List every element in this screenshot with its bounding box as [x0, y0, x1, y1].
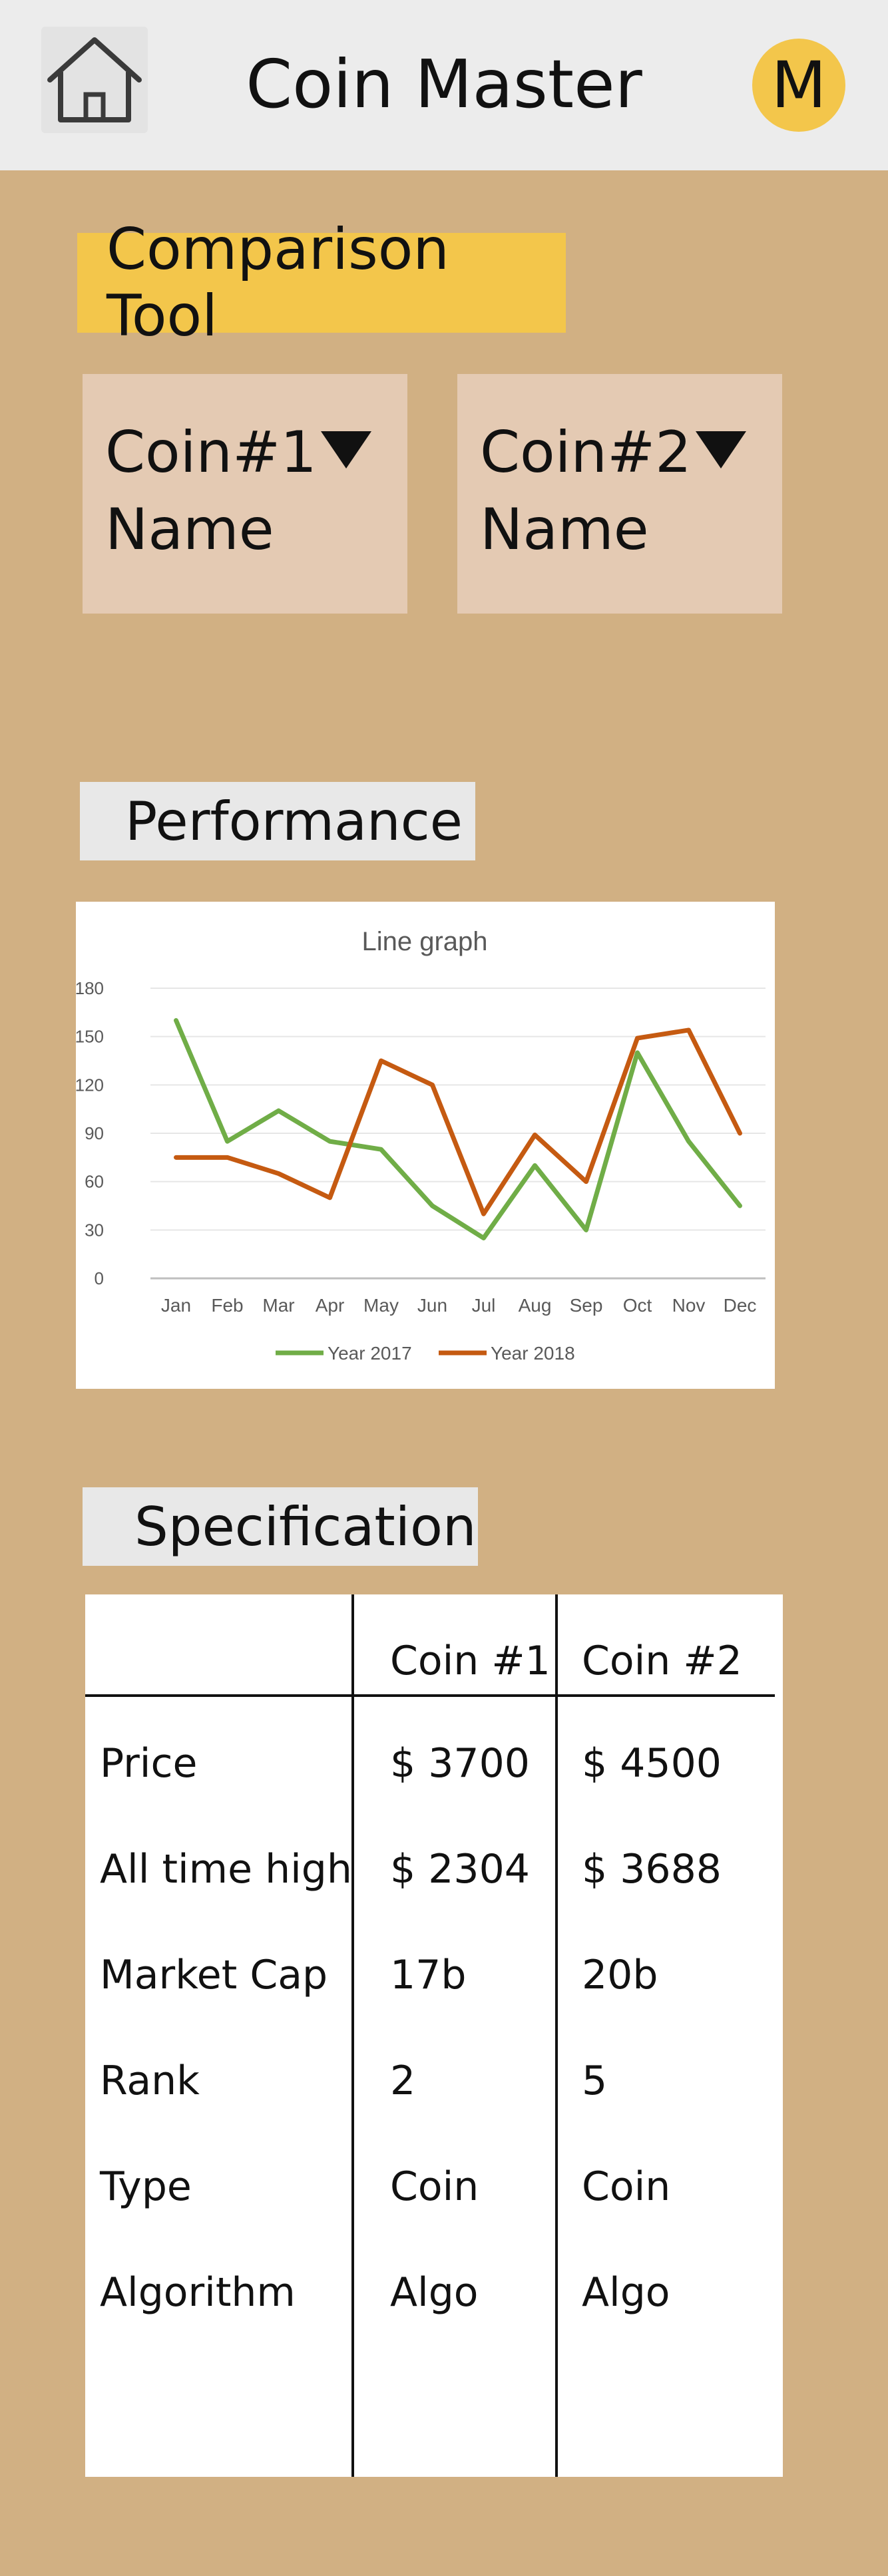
chevron-down-icon [321, 431, 371, 468]
legend-item: Year 2017 [276, 1343, 412, 1364]
table-row-label: Type [100, 2163, 192, 2210]
table-row-label: All time high [100, 1846, 352, 1893]
coin1-select-label-line1: Coin#1 [105, 419, 317, 486]
table-row-coin2: Coin [582, 2163, 671, 2210]
table-row-coin1: $ 3700 [390, 1740, 530, 1787]
user-avatar[interactable]: M [752, 39, 845, 132]
x-tick-label: Mar [262, 1295, 294, 1316]
table-row-label: Rank [100, 2058, 200, 2104]
table-row-coin2: $ 4500 [582, 1740, 722, 1787]
specification-label: Specification [83, 1487, 478, 1566]
coin2-select[interactable]: Coin#2 Name [457, 374, 782, 614]
coin1-select-label-line2: Name [105, 496, 274, 563]
x-tick-label: Jul [472, 1295, 496, 1316]
series-line-1 [174, 1027, 742, 1216]
coin2-select-label-line2: Name [480, 496, 649, 563]
app-header: Coin Master M [0, 0, 888, 170]
chevron-down-icon [696, 431, 746, 468]
home-button[interactable] [41, 27, 148, 133]
specification-table: Coin #1 Coin #2 Price $ 3700 $ 4500 All tim… [85, 1594, 783, 2477]
series-line-0 [174, 1017, 742, 1240]
house-icon [47, 37, 142, 122]
legend-label: Year 2018 [491, 1343, 575, 1364]
y-tick-label: 180 [76, 978, 104, 998]
x-tick-label: Feb [211, 1295, 243, 1316]
y-tick-label: 120 [76, 1075, 104, 1095]
chart-title: Line graph [361, 927, 487, 956]
x-tick-label: Dec [724, 1295, 757, 1316]
table-row-coin2: $ 3688 [582, 1846, 722, 1893]
x-tick-label: Sep [570, 1295, 603, 1316]
table-divider [351, 1594, 354, 2477]
table-row-coin2: Algo [582, 2269, 670, 2316]
x-tick-label: Nov [672, 1295, 706, 1316]
y-tick-label: 90 [85, 1123, 104, 1143]
table-header-coin2: Coin #2 [582, 1638, 742, 1684]
line-chart: Line graph 0 30 60 90 120 150 180 Jan Feb Mar Apr… [76, 927, 766, 1364]
y-tick-label: 150 [76, 1027, 104, 1047]
y-tick-label: 0 [95, 1268, 104, 1288]
x-tick-label: Apr [316, 1295, 345, 1316]
legend-label: Year 2017 [328, 1343, 412, 1364]
table-row-coin1: 17b [390, 1952, 467, 1998]
x-tick-label: Oct [623, 1295, 652, 1316]
table-row-label: Price [100, 1740, 198, 1787]
x-tick-label: Aug [519, 1295, 552, 1316]
coin2-select-label-line1: Coin#2 [480, 419, 692, 486]
table-row-coin2: 20b [582, 1952, 658, 1998]
table-header-coin1: Coin #1 [390, 1638, 551, 1684]
table-divider [555, 1594, 558, 2477]
legend-item: Year 2018 [439, 1343, 575, 1364]
table-row-coin1: 2 [390, 2058, 416, 2104]
app-title: Coin Master [246, 45, 642, 123]
y-tick-label: 30 [85, 1220, 104, 1240]
coin1-select[interactable]: Coin#1 Name [83, 374, 407, 614]
table-row-label: Algorithm [100, 2269, 296, 2316]
performance-chart: Line graph 0 30 60 90 120 150 180 Jan Feb Mar Apr… [76, 902, 775, 1389]
table-row-coin1: Coin [390, 2163, 479, 2210]
table-row-coin1: Algo [390, 2269, 479, 2316]
table-row-coin2: 5 [582, 2058, 608, 2104]
x-tick-label: May [363, 1295, 399, 1316]
performance-label: Performance [80, 782, 475, 860]
table-row-label: Market Cap [100, 1952, 328, 1998]
y-tick-label: 60 [85, 1172, 104, 1192]
comparison-tool-label: Comparison Tool [77, 216, 566, 349]
x-tick-label: Jun [417, 1295, 447, 1316]
table-row-coin1: $ 2304 [390, 1846, 530, 1893]
x-tick-label: Jan [161, 1295, 191, 1316]
table-header-divider [85, 1694, 775, 1697]
